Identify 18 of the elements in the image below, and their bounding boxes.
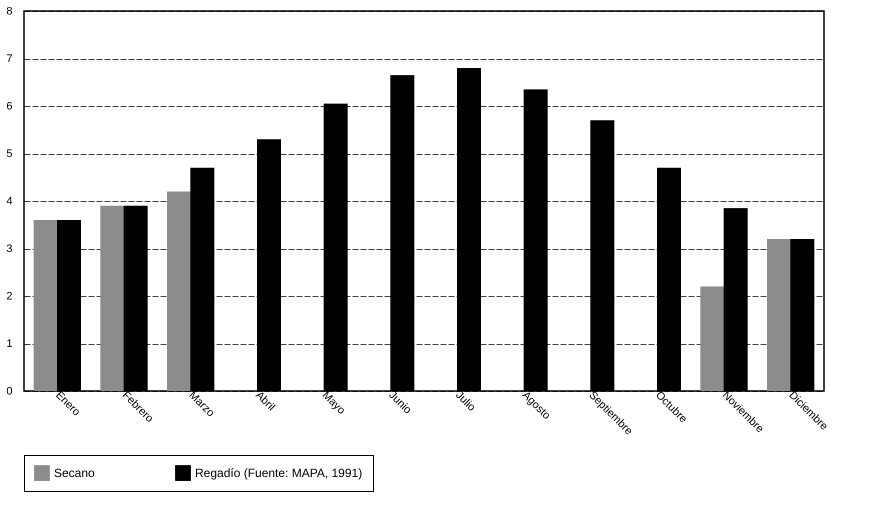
bar bbox=[100, 206, 124, 391]
legend-label: Secano bbox=[54, 466, 96, 480]
legend-label: Regadío (Fuente: MAPA, 1991) bbox=[195, 466, 362, 480]
y-tick-label: 8 bbox=[6, 6, 12, 18]
bar bbox=[700, 286, 724, 391]
y-tick-label: 5 bbox=[6, 148, 12, 160]
x-tick-label: Julio bbox=[453, 389, 478, 414]
y-tick-label: 4 bbox=[6, 196, 12, 208]
x-tick-label: Abril bbox=[253, 389, 278, 414]
y-tick-label: 1 bbox=[6, 338, 12, 350]
bar bbox=[34, 220, 58, 391]
bar bbox=[167, 192, 191, 391]
y-tick-label: 0 bbox=[6, 386, 12, 398]
y-tick-label: 3 bbox=[6, 243, 12, 255]
y-tick-label: 6 bbox=[6, 100, 12, 112]
y-tick-label: 2 bbox=[6, 290, 12, 302]
y-tick-label: 7 bbox=[6, 53, 12, 65]
bar bbox=[767, 239, 791, 391]
